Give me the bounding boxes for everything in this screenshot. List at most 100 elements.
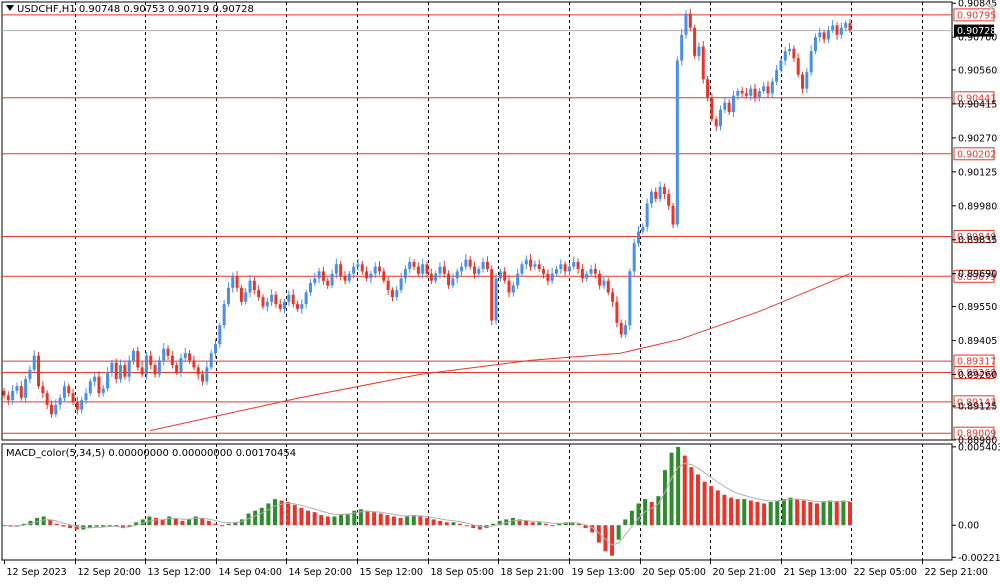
candle-bear: [710, 98, 714, 120]
candle-bear: [576, 261, 580, 270]
candle-bear: [235, 276, 239, 288]
price-tick-label: 0.89980: [958, 201, 997, 212]
macd-bar: [517, 519, 522, 526]
candle-bull: [559, 264, 563, 270]
macd-bar: [695, 474, 700, 526]
time-label: 15 Sep 12:00: [360, 567, 423, 578]
macd-bar: [649, 502, 654, 526]
macd-value-2: 0.00000000: [172, 448, 233, 459]
candle-bull: [516, 273, 520, 286]
macd-panel-frame: [1, 443, 953, 561]
macd-bar: [550, 525, 555, 527]
candle-bear: [170, 355, 174, 366]
macd-bar: [299, 507, 304, 526]
candle-bear: [339, 264, 343, 277]
candle-bear: [654, 191, 658, 199]
level-tag: [953, 395, 995, 409]
macd-bar: [206, 520, 211, 526]
candle-bear: [796, 58, 800, 75]
macd-bar: [834, 502, 839, 526]
candle-bear: [848, 23, 852, 31]
candle-bull: [779, 60, 783, 70]
candle-bull: [757, 91, 761, 99]
macd-bar: [187, 519, 192, 526]
macd-bar: [781, 499, 786, 526]
scroll-corner-icon[interactable]: [986, 4, 996, 10]
macd-bar: [848, 502, 852, 526]
candle-bear: [472, 266, 476, 274]
candle-bear: [425, 264, 429, 274]
macd-bar: [662, 470, 667, 526]
candle-bull: [498, 271, 502, 279]
candle-bear: [503, 271, 507, 281]
macd-bar: [438, 520, 443, 526]
collapse-arrow-icon[interactable]: [6, 5, 14, 11]
macd-bar: [735, 499, 740, 526]
candle-bear: [382, 271, 386, 281]
candle-bull: [831, 25, 835, 31]
candle-bull: [287, 294, 291, 302]
candle-bear: [688, 13, 692, 28]
candle-bear: [75, 402, 79, 410]
macd-bar: [715, 490, 720, 526]
candle-bull: [567, 266, 571, 272]
macd-bar: [173, 517, 178, 526]
candle-bull: [119, 365, 123, 380]
candle-bear: [49, 404, 53, 415]
candle-bull: [15, 386, 19, 391]
macd-bar: [722, 494, 727, 526]
candle-bull: [813, 37, 817, 52]
macd-bar: [418, 516, 423, 526]
candle-bull: [572, 261, 576, 267]
macd-bar: [510, 517, 515, 526]
macd-bar: [543, 523, 548, 526]
moving-average: [149, 273, 851, 432]
macd-bar: [127, 525, 132, 527]
candle-bull: [477, 269, 481, 274]
price-tick-label: 0.89550: [958, 302, 997, 313]
price-tick-label: 0.89690: [958, 269, 997, 280]
macd-bar: [464, 525, 469, 527]
candle-bull: [270, 294, 274, 302]
level-tag: [953, 147, 995, 161]
candle-bull: [144, 355, 148, 375]
candle-bull: [205, 367, 209, 382]
candle-bear: [196, 367, 200, 375]
candle-bear: [662, 187, 666, 195]
macd-bar: [272, 499, 277, 526]
macd-histogram: [2, 446, 852, 556]
candle-bear: [41, 386, 45, 394]
candle-bull: [373, 266, 377, 274]
candle-bear: [667, 194, 671, 206]
macd-bar: [286, 502, 291, 526]
macd-bar: [471, 525, 476, 529]
macd-bar: [676, 446, 681, 526]
macd-bar: [828, 500, 833, 526]
candle-bull: [736, 91, 740, 96]
macd-bar: [87, 525, 92, 529]
price-tick-label: 0.89405: [958, 336, 997, 347]
macd-bar: [497, 520, 502, 526]
macd-info-label: MACD_color(5,34,5) 0.00000000 0.00000000…: [6, 448, 296, 459]
macd-bar: [444, 522, 449, 526]
macd-bar: [425, 517, 429, 526]
candle-bear: [537, 264, 541, 270]
macd-bar: [48, 519, 53, 526]
candle-bull: [805, 72, 809, 89]
macd-tick-label: 0.0054035: [958, 442, 1000, 453]
candle-bull: [313, 278, 317, 284]
candle-bull: [637, 231, 640, 244]
macd-bar: [841, 500, 846, 526]
candle-bear: [714, 119, 718, 127]
candle-bull: [300, 304, 304, 309]
macd-bar: [160, 519, 165, 526]
candle-bull: [550, 273, 554, 281]
candle-bull: [93, 376, 97, 382]
candle-bull: [524, 259, 528, 265]
candle-bear: [378, 266, 382, 272]
candle-bull: [403, 269, 407, 279]
candle-bull: [511, 285, 515, 293]
candle-bull: [494, 278, 498, 321]
level-label: 0.89317: [957, 357, 996, 368]
